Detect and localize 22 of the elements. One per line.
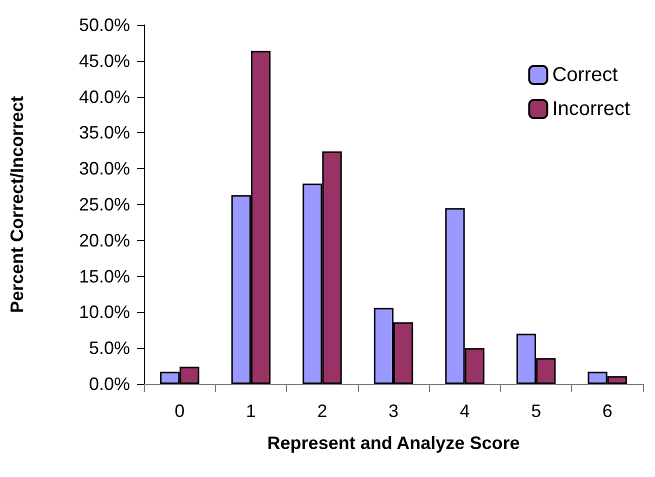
x-tick-label: 2 bbox=[317, 401, 328, 421]
x-axis-title: Represent and Analyze Score bbox=[267, 433, 520, 453]
y-tick-label: 20.0% bbox=[78, 230, 130, 250]
y-tick-label: 0.0% bbox=[88, 374, 130, 394]
y-axis-title: Percent Correct/Incorrect bbox=[7, 96, 27, 314]
y-tick-label: 40.0% bbox=[78, 86, 130, 107]
y-tick-label: 5.0% bbox=[88, 338, 130, 358]
y-tick-label: 15.0% bbox=[78, 266, 130, 286]
legend-label: Correct bbox=[552, 64, 618, 86]
x-tick-label: 5 bbox=[531, 401, 542, 421]
y-tick-label: 35.0% bbox=[78, 122, 130, 143]
x-tick-label: 4 bbox=[460, 401, 470, 421]
x-tick-label: 3 bbox=[388, 401, 399, 421]
x-tick-label: 0 bbox=[174, 401, 185, 421]
legend-label: Incorrect bbox=[552, 98, 630, 120]
y-tick-label: 30.0% bbox=[78, 158, 130, 179]
y-tick-label: 50.0% bbox=[78, 15, 130, 35]
x-tick-label: 1 bbox=[246, 401, 256, 421]
y-tick-label: 25.0% bbox=[78, 194, 130, 214]
y-tick-label: 10.0% bbox=[78, 302, 130, 322]
y-tick-label: 45.0% bbox=[78, 50, 130, 71]
x-tick-label: 6 bbox=[602, 401, 612, 421]
